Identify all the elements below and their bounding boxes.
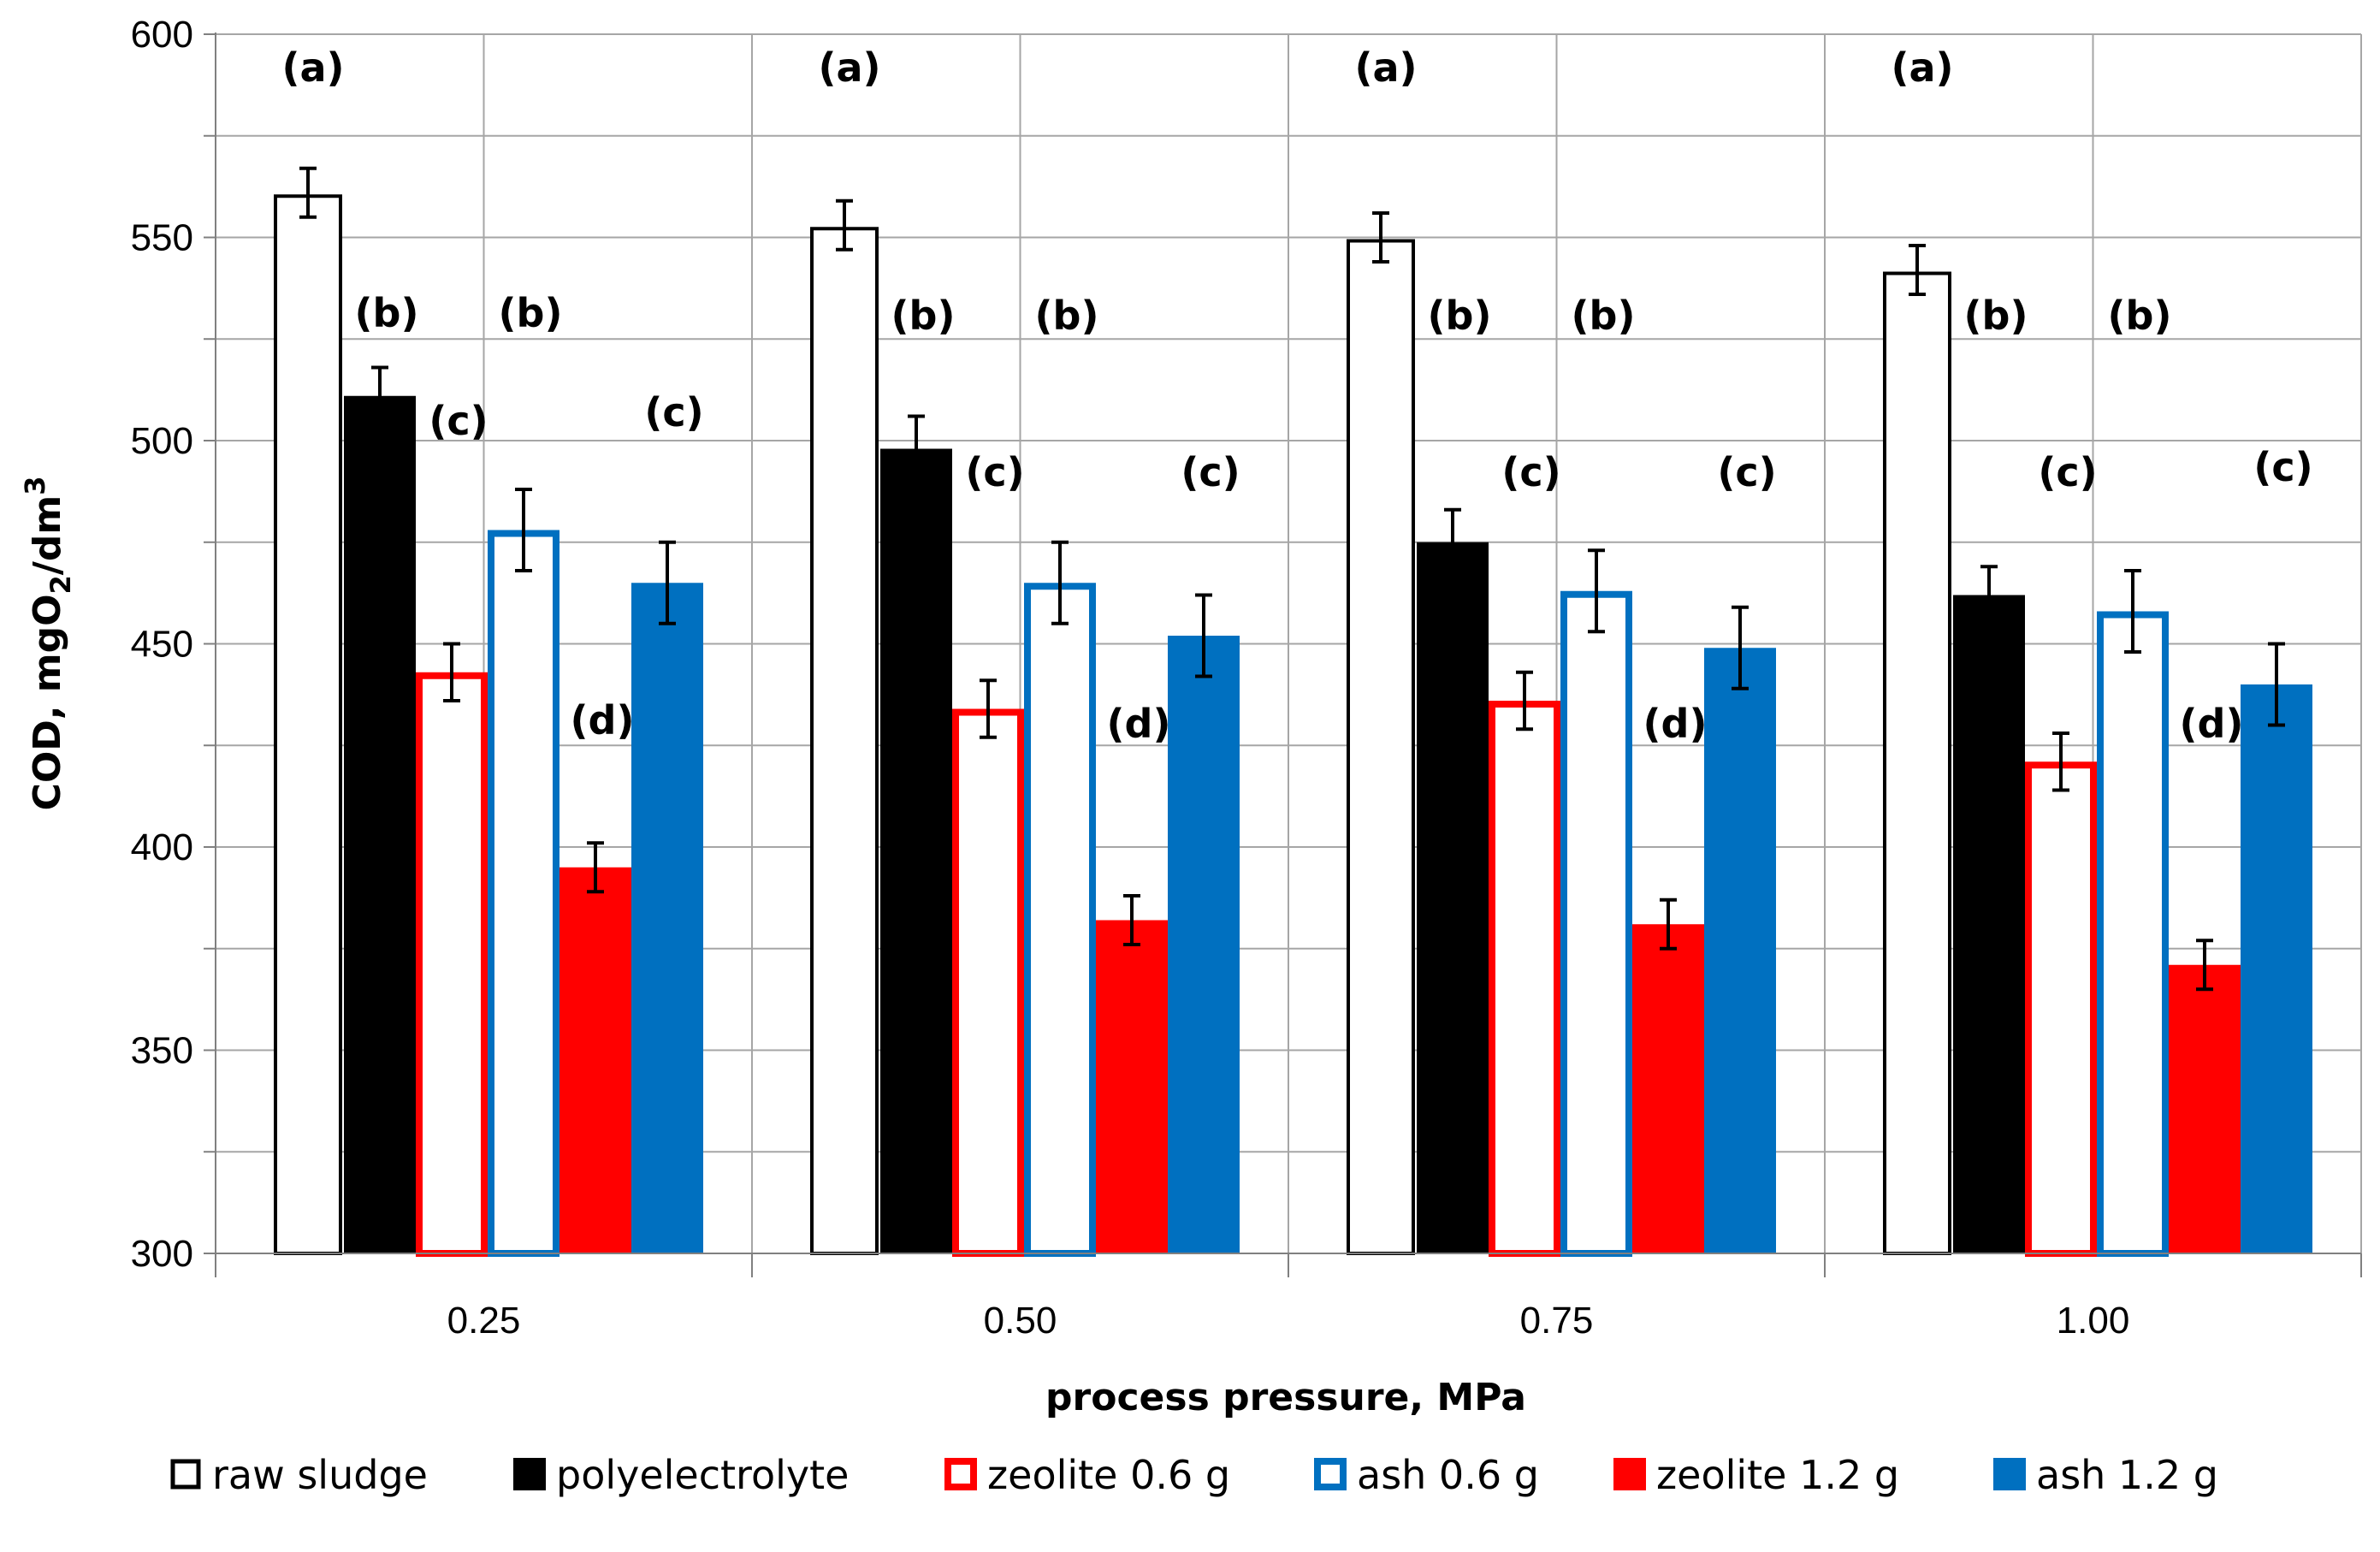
- bar: [344, 395, 416, 1253]
- significance-letter: (c): [429, 398, 488, 444]
- y-tick-label: 600: [131, 14, 193, 56]
- significance-letter: (b): [1572, 293, 1636, 339]
- y-tick-label: 300: [131, 1233, 193, 1275]
- significance-letter: (c): [2253, 444, 2312, 490]
- significance-letter: (a): [818, 44, 880, 91]
- bar: [1096, 920, 1168, 1253]
- y-axis-title: COD, mgO2/dm3: [19, 477, 77, 811]
- legend-label: zeolite 1.2 g: [1656, 1452, 1899, 1498]
- axes-layer: 300 350 400 450 500 550 600 0.25 0.50 0.75 1.00: [131, 14, 2362, 1342]
- legend-label: polyelectrolyte: [556, 1452, 849, 1498]
- significance-letter: (d): [571, 697, 635, 743]
- significance-letter: (b): [1035, 293, 1099, 339]
- legend-swatch: [513, 1458, 546, 1490]
- significance-letter: (c): [965, 449, 1024, 495]
- bar: [1632, 924, 1704, 1253]
- significance-letter: (b): [499, 290, 563, 336]
- significance-letter: (b): [2108, 293, 2172, 339]
- bar: [1417, 542, 1489, 1253]
- x-axis-title: process pressure, MPa: [1045, 1376, 1526, 1419]
- bar: [880, 448, 952, 1253]
- legend-label: ash 0.6 g: [1357, 1452, 1539, 1498]
- bar: [1560, 590, 1632, 1257]
- bar: [1953, 595, 2025, 1253]
- legend-swatch: [1314, 1458, 1347, 1490]
- error-bars-layer: [299, 166, 2285, 992]
- bar: [2025, 761, 2097, 1257]
- legend-swatch: [170, 1459, 201, 1490]
- bar: [2169, 964, 2241, 1253]
- significance-letter: (a): [1891, 44, 1953, 91]
- y-tick-label: 450: [131, 624, 193, 666]
- legend-label: raw sludge: [212, 1452, 428, 1498]
- legend-swatch: [944, 1458, 977, 1490]
- legend-label: zeolite 0.6 g: [987, 1452, 1230, 1498]
- bar: [488, 530, 559, 1257]
- x-tick-label: 1.00: [2057, 1300, 2130, 1342]
- y-tick-label: 350: [131, 1030, 193, 1072]
- gridlines: [216, 33, 2362, 1253]
- bar: [1168, 636, 1240, 1253]
- bar: [1883, 271, 1951, 1255]
- x-tick-label: 0.25: [447, 1300, 521, 1342]
- significance-letter: (c): [1501, 449, 1560, 495]
- legend-label: ash 1.2 g: [2036, 1452, 2218, 1498]
- bar: [631, 583, 703, 1253]
- bars-layer: [274, 194, 2312, 1257]
- y-tick-label: 400: [131, 826, 193, 868]
- bar: [2097, 611, 2169, 1257]
- significance-letter: (c): [2038, 449, 2097, 495]
- bar: [1489, 701, 1560, 1257]
- significance-letter: (b): [1964, 293, 2028, 339]
- bar: [1347, 239, 1415, 1255]
- significance-letter: (d): [1107, 701, 1171, 747]
- significance-letter: (b): [1428, 293, 1492, 339]
- bar: [1024, 583, 1096, 1257]
- significance-letter: (a): [281, 44, 344, 91]
- y-tick-label: 500: [131, 420, 193, 462]
- significance-letter: (a): [1354, 44, 1417, 91]
- legend-swatch: [1993, 1458, 2026, 1490]
- significance-letter: (b): [891, 293, 956, 339]
- significance-letter: (c): [644, 389, 703, 435]
- bar: [559, 867, 631, 1253]
- significance-letter: (d): [1643, 701, 1708, 747]
- bar: [416, 672, 488, 1257]
- significance-letter: (c): [1717, 449, 1776, 495]
- bar: [2241, 684, 2312, 1253]
- bar: [1704, 648, 1776, 1253]
- legend-swatch: [1613, 1458, 1646, 1490]
- x-tick-label: 0.50: [984, 1300, 1057, 1342]
- x-tick-label: 0.75: [1520, 1300, 1594, 1342]
- bar: [952, 708, 1024, 1257]
- significance-letter: (b): [355, 290, 419, 336]
- legend: raw sludge polyelectrolyte zeolite 0.6 g as…: [170, 1452, 2218, 1498]
- significance-letters-layer: (a) (b) (c) (b) (d) (c) (a) (b) (c) (b) (d) (c) (a) (…: [281, 44, 2312, 747]
- significance-letter: (d): [2180, 701, 2244, 747]
- bar: [274, 194, 342, 1255]
- bar: [810, 227, 879, 1255]
- y-tick-label: 550: [131, 217, 193, 259]
- significance-letter: (c): [1181, 449, 1240, 495]
